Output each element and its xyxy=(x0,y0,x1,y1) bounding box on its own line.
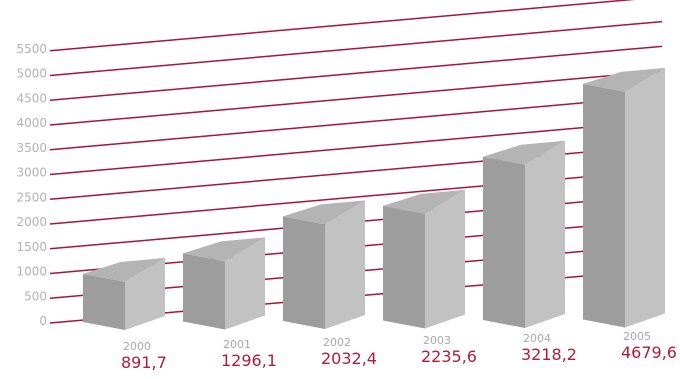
y-tick-label: 1000 xyxy=(16,265,47,279)
gridline xyxy=(49,119,663,176)
bar xyxy=(183,237,265,330)
bar-top-face xyxy=(183,237,265,262)
bar-side-face xyxy=(625,67,665,328)
y-tick-label: 4000 xyxy=(16,116,47,130)
y-tick-label: 5500 xyxy=(16,42,47,56)
bar-side-face xyxy=(225,237,265,330)
bar-top-face xyxy=(583,67,665,92)
x-tick-label: 2001 xyxy=(223,338,251,351)
gridline xyxy=(49,0,636,52)
bar-value-label: 3218,2 xyxy=(521,345,577,364)
labels: 0 500 1000 1500 2000 2500 3000 3500 4000 4500 5000… xyxy=(16,42,677,372)
bar-value-label: 4679,6 xyxy=(621,343,677,362)
bars xyxy=(83,67,665,330)
x-tick-label: 2003 xyxy=(423,334,451,347)
gridline xyxy=(49,144,663,200)
bar-front-face xyxy=(283,216,325,329)
gridline xyxy=(49,95,663,151)
bar xyxy=(583,67,665,328)
bar-top-face xyxy=(283,200,365,225)
bar-value-label: 2032,4 xyxy=(321,349,377,368)
bar-front-face xyxy=(383,205,425,329)
bar-top-face xyxy=(483,140,565,165)
bar-side-face xyxy=(525,140,565,328)
y-tick-label: 0 xyxy=(39,314,47,328)
bar-front-face xyxy=(583,83,625,328)
bar-value-label: 2235,6 xyxy=(421,347,477,366)
y-tick-label: 2000 xyxy=(16,215,47,229)
x-tick-label: 2000 xyxy=(123,340,151,353)
y-tick-label: 5000 xyxy=(16,67,47,81)
gridline xyxy=(49,70,663,126)
gridline xyxy=(49,20,663,77)
bar-front-face xyxy=(483,156,525,328)
y-tick-label: 3500 xyxy=(16,141,47,155)
bar-value-label: 891,7 xyxy=(121,353,167,372)
gridline xyxy=(49,45,663,101)
bar xyxy=(283,200,365,329)
bar-top-face xyxy=(383,189,465,214)
x-tick-label: 2005 xyxy=(623,330,651,343)
bar xyxy=(483,140,565,328)
bar-value-label: 1296,1 xyxy=(221,351,277,370)
x-tick-label: 2004 xyxy=(523,332,551,345)
bar-front-face xyxy=(183,253,225,330)
y-tick-label: 4500 xyxy=(16,91,47,105)
y-tick-label: 1500 xyxy=(16,240,47,254)
y-tick-label: 500 xyxy=(24,289,47,303)
bar-side-face xyxy=(125,257,165,330)
x-tick-label: 2002 xyxy=(323,336,351,349)
bar-top-face xyxy=(83,257,165,282)
bar-side-face xyxy=(425,189,465,329)
bar-front-face xyxy=(83,273,125,330)
bar xyxy=(383,189,465,329)
bar-side-face xyxy=(325,200,365,329)
bar xyxy=(83,257,165,330)
y-tick-label: 2500 xyxy=(16,190,47,204)
y-tick-label: 3000 xyxy=(16,166,47,180)
